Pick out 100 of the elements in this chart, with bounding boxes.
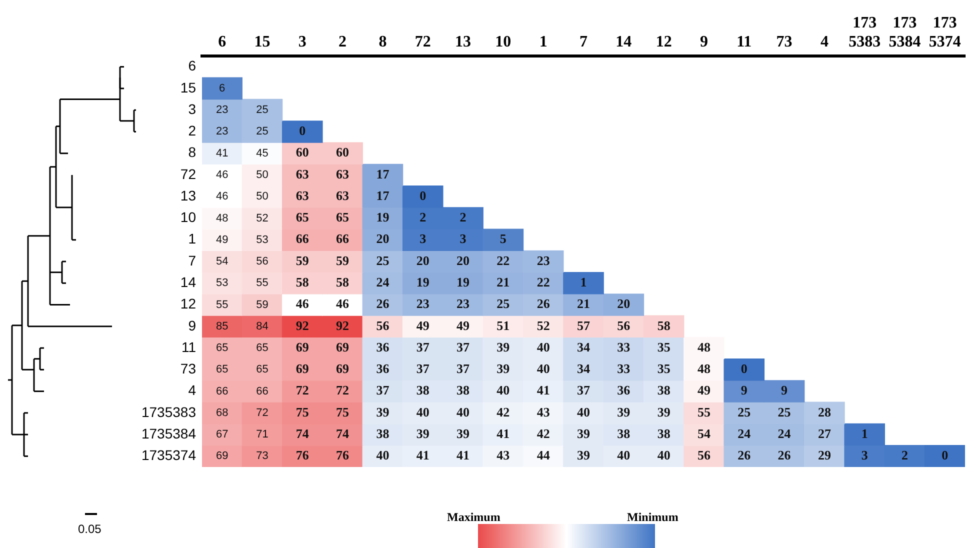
y-tick-label: 4 xyxy=(188,382,196,398)
data-label: 58 xyxy=(296,274,310,290)
x-tick-label: 173 5384 xyxy=(888,14,921,51)
data-label: 69 xyxy=(336,339,350,354)
data-label: 49 xyxy=(697,382,711,398)
data-label: 17 xyxy=(376,188,390,203)
data-label: 56 xyxy=(256,256,268,268)
data-label: 19 xyxy=(376,210,390,225)
x-tick-label: 13 xyxy=(455,34,472,51)
data-label: 36 xyxy=(376,361,390,376)
data-label: 52 xyxy=(536,318,550,333)
data-label: 56 xyxy=(617,318,631,333)
data-label: 40 xyxy=(577,404,590,420)
data-label: 20 xyxy=(416,252,430,268)
data-label: 23 xyxy=(536,252,550,268)
data-label: 65 xyxy=(216,342,228,354)
data-label: 17 xyxy=(376,166,390,182)
data-label: 65 xyxy=(296,210,310,225)
y-tick-label: 3 xyxy=(188,100,196,117)
data-label: 41 xyxy=(456,448,470,463)
data-label: 25 xyxy=(778,404,792,420)
y-tick-label: 1735374 xyxy=(141,447,196,464)
data-label: 1 xyxy=(580,274,587,290)
data-label: 33 xyxy=(617,361,631,376)
data-label: 49 xyxy=(216,234,228,246)
x-tick-label: 12 xyxy=(656,34,672,51)
x-tick-label: 4 xyxy=(820,34,828,51)
x-tick-label: 14 xyxy=(616,34,632,51)
data-label: 40 xyxy=(617,448,630,463)
data-label: 22 xyxy=(536,274,550,290)
data-label: 37 xyxy=(416,339,430,354)
data-label: 41 xyxy=(416,448,430,463)
data-label: 55 xyxy=(697,404,711,420)
data-label: 76 xyxy=(336,448,350,463)
data-label: 74 xyxy=(336,426,350,441)
text: Maximum xyxy=(447,510,500,525)
data-label: 39 xyxy=(657,404,671,420)
data-label: 45 xyxy=(256,147,268,160)
data-label: 23 xyxy=(416,296,430,312)
x-tick-label: 6 xyxy=(218,34,226,51)
y-tick-label: 13 xyxy=(180,187,196,204)
data-label: 69 xyxy=(296,339,310,354)
data-label: 58 xyxy=(657,318,671,333)
data-label: 40 xyxy=(536,339,550,354)
data-label: 55 xyxy=(216,298,228,311)
text: 0.05 xyxy=(78,522,102,536)
data-label: 85 xyxy=(216,320,228,332)
data-label: 26 xyxy=(738,448,752,463)
data-label: 21 xyxy=(577,296,590,312)
data-label: 40 xyxy=(536,361,550,376)
data-label: 26 xyxy=(536,296,550,312)
data-label: 9 xyxy=(781,382,788,398)
data-label: 84 xyxy=(256,320,268,332)
y-tick-label: 1735383 xyxy=(141,404,196,420)
data-label: 36 xyxy=(376,339,390,354)
data-label: 66 xyxy=(256,385,268,398)
data-label: 25 xyxy=(496,296,510,312)
data-label: 66 xyxy=(336,231,350,246)
data-label: 39 xyxy=(577,448,590,463)
data-label: 9 xyxy=(740,382,748,398)
data-label: 53 xyxy=(216,277,228,290)
data-label: 39 xyxy=(577,426,590,441)
data-label: 54 xyxy=(697,426,711,441)
data-label: 24 xyxy=(376,274,390,290)
data-label: 3 xyxy=(420,231,427,246)
data-label: 63 xyxy=(296,166,310,182)
data-label: 65 xyxy=(256,364,268,376)
data-label: 59 xyxy=(256,298,268,311)
data-label: 41 xyxy=(536,382,550,398)
x-tick-label: 8 xyxy=(378,34,387,51)
data-label: 63 xyxy=(336,166,350,182)
data-label: 40 xyxy=(376,448,390,463)
data-label: 49 xyxy=(456,318,470,333)
data-label: 40 xyxy=(496,382,510,398)
data-label: 69 xyxy=(336,361,350,376)
data-label: 55 xyxy=(256,277,268,290)
data-label: 69 xyxy=(296,361,310,376)
y-tick-label: 72 xyxy=(180,166,196,182)
data-label: 36 xyxy=(617,382,631,398)
data-label: 20 xyxy=(376,231,390,246)
data-label: 23 xyxy=(216,104,228,116)
y-tick-label: 73 xyxy=(180,360,196,377)
data-label: 65 xyxy=(216,364,228,376)
data-label: 65 xyxy=(256,342,268,354)
y-tick-label: 11 xyxy=(181,338,196,355)
data-label: 22 xyxy=(496,252,510,268)
data-label: 69 xyxy=(216,450,228,462)
data-label: 38 xyxy=(456,382,470,398)
data-label: 37 xyxy=(577,382,590,398)
data-label: 46 xyxy=(336,296,350,312)
data-label: 63 xyxy=(296,188,310,203)
y-tick-label: 12 xyxy=(180,296,196,312)
data-label: 39 xyxy=(416,426,430,441)
data-label: 25 xyxy=(256,104,268,116)
data-label: 0 xyxy=(420,188,426,203)
data-label: 25 xyxy=(738,404,752,420)
data-label: 5 xyxy=(500,231,507,246)
data-label: 56 xyxy=(697,448,711,463)
data-label: 73 xyxy=(256,450,268,462)
data-label: 38 xyxy=(617,426,631,441)
